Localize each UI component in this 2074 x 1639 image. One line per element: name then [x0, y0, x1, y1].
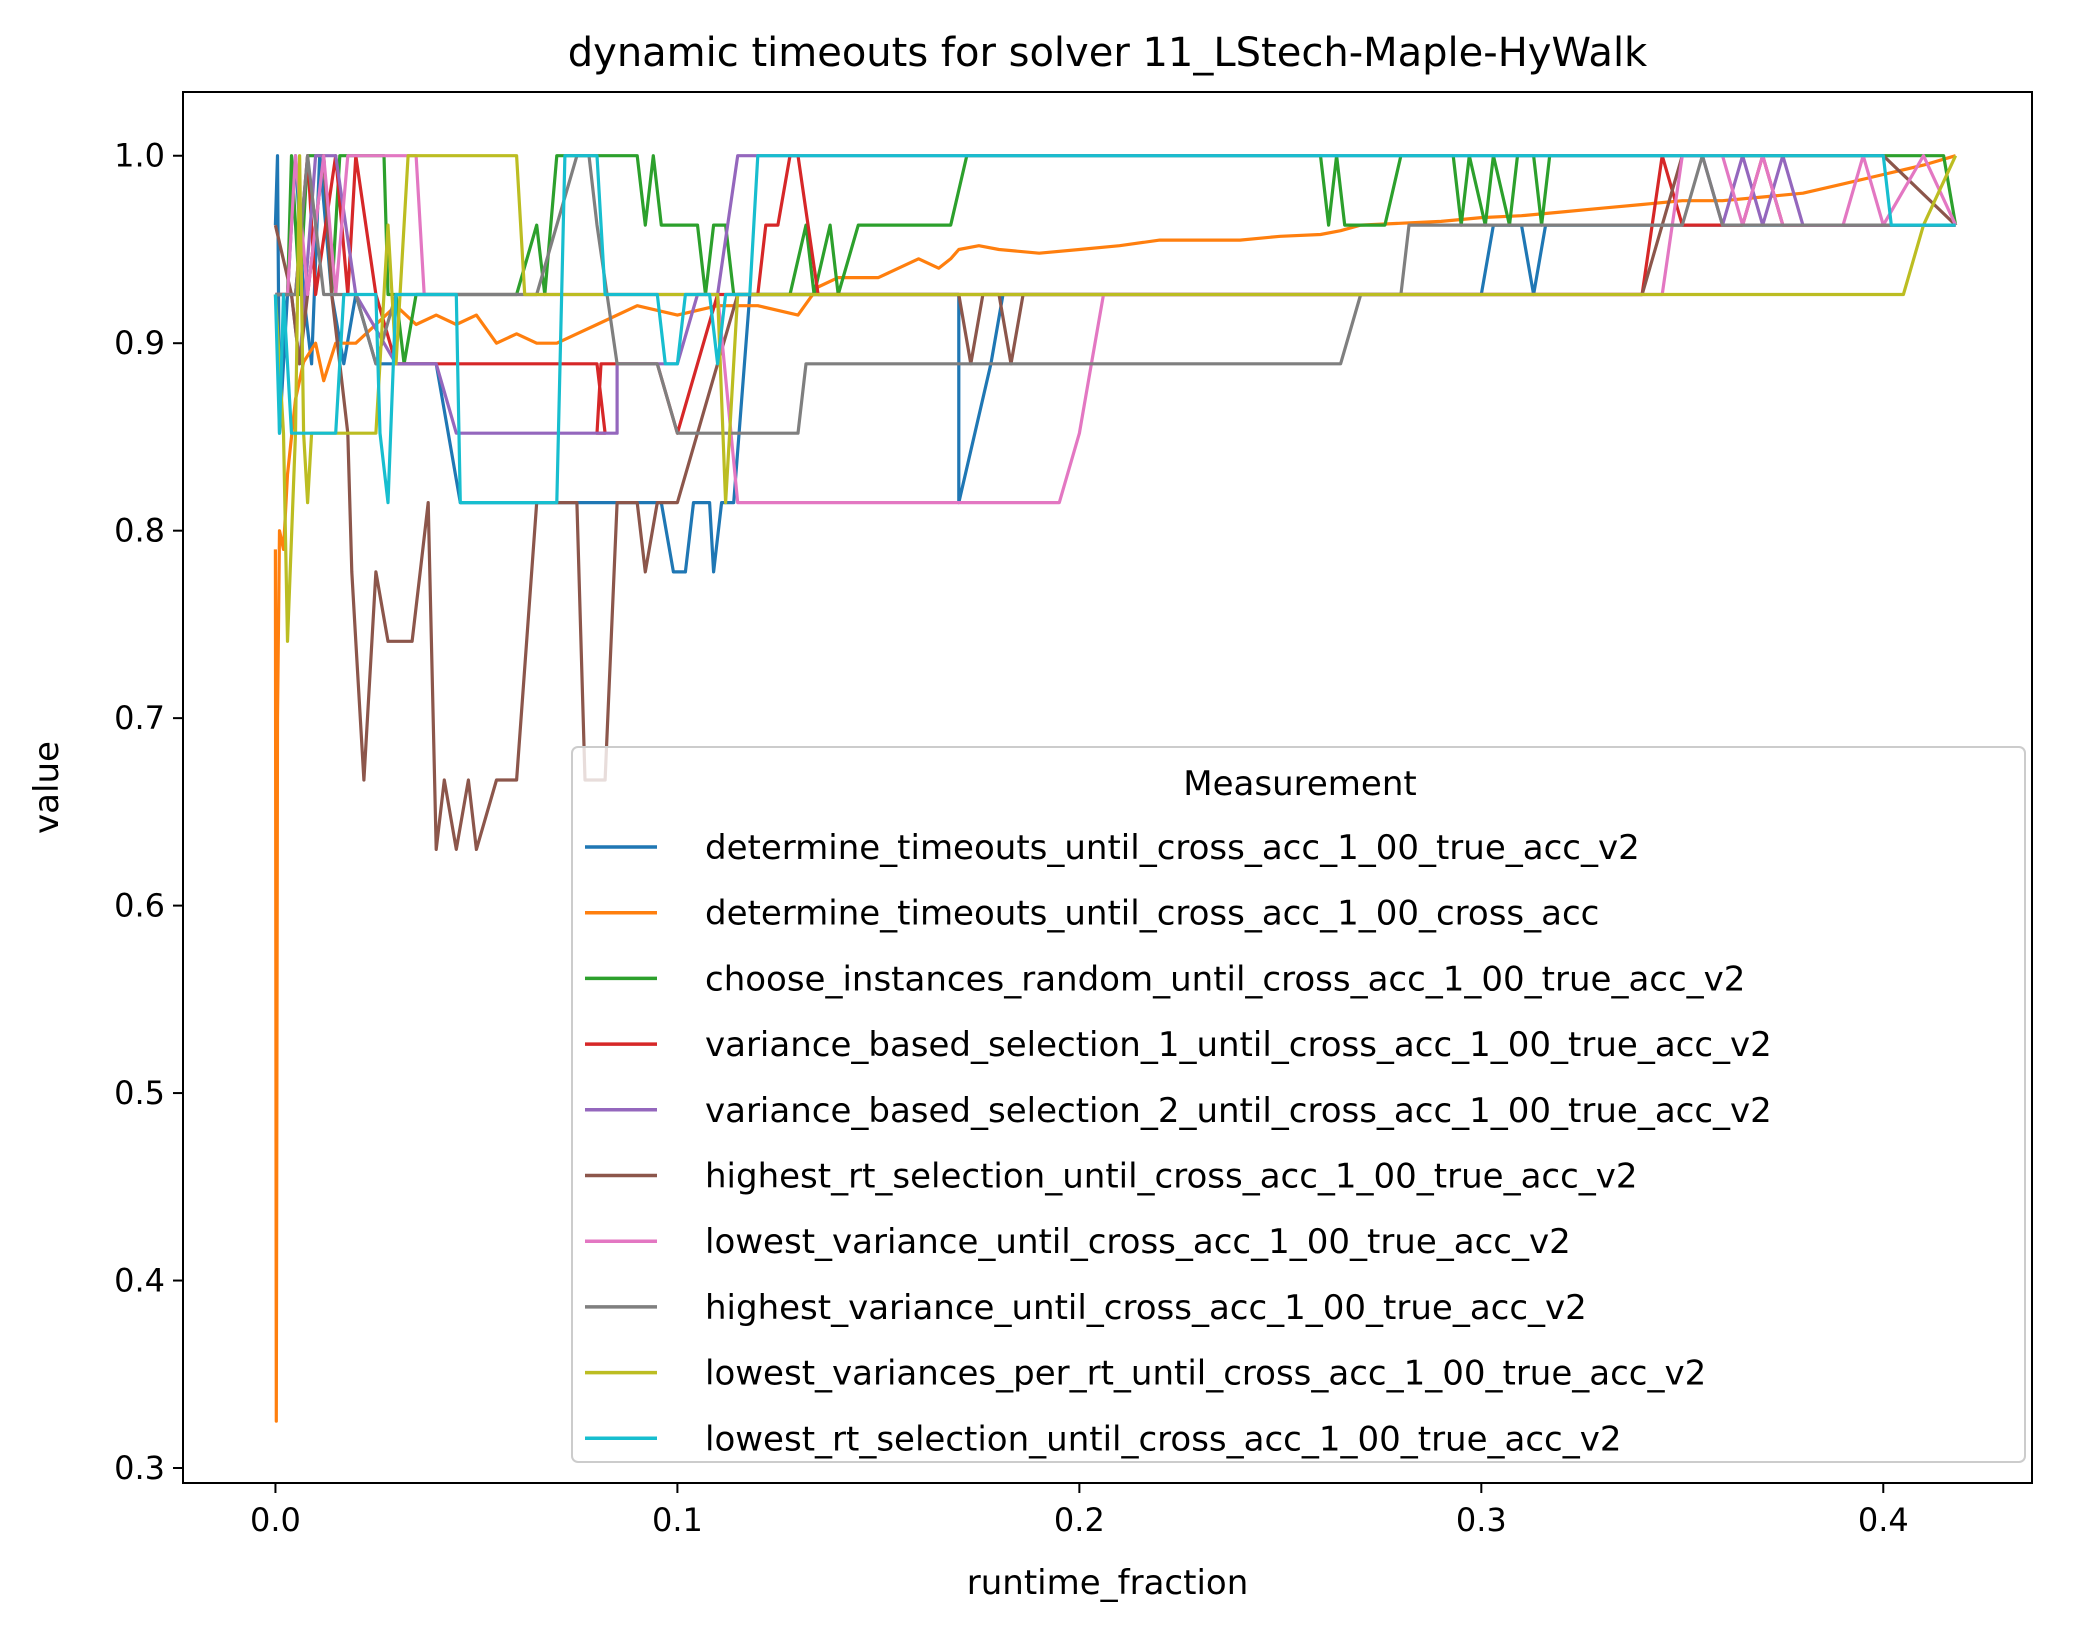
legend-label: variance_based_selection_1_until_cross_a… [705, 1025, 1772, 1065]
legend-label: highest_variance_until_cross_acc_1_00_tr… [705, 1288, 1587, 1328]
legend-label: highest_rt_selection_until_cross_acc_1_0… [705, 1157, 1638, 1197]
series-line-7 [275, 154, 1958, 505]
x-axis: 0.0 0.1 0.2 0.3 0.4 [250, 1483, 1909, 1539]
legend-label: lowest_variances_per_rt_until_cross_acc_… [705, 1354, 1706, 1394]
y-tick-label: 0.3 [114, 1449, 165, 1487]
chart-title: dynamic timeouts for solver 11_LStech-Ma… [568, 30, 1648, 76]
x-tick-label: 0.3 [1456, 1501, 1507, 1539]
x-tick-label: 0.1 [652, 1501, 703, 1539]
legend-box [571, 746, 2026, 1463]
legend: Measurement determine_timeouts_until_cro… [571, 746, 2026, 1463]
legend-label: choose_instances_random_until_cross_acc_… [705, 959, 1745, 999]
y-tick-label: 0.5 [114, 1074, 165, 1112]
legend-label: variance_based_selection_2_until_cross_a… [705, 1091, 1772, 1131]
legend-title: Measurement [1183, 764, 1416, 804]
x-tick-label: 0.0 [250, 1501, 301, 1539]
x-tick-label: 0.2 [1054, 1501, 1105, 1539]
series-line-3 [275, 154, 1958, 366]
legend-label: determine_timeouts_until_cross_acc_1_00_… [705, 894, 1599, 934]
legend-label: lowest_rt_selection_until_cross_acc_1_00… [705, 1419, 1622, 1459]
y-tick-label: 0.4 [114, 1262, 165, 1300]
series-line-10 [273, 154, 1956, 505]
series-line-9 [273, 154, 1958, 643]
y-tick-label: 0.8 [114, 512, 165, 550]
plot-area-frame [182, 91, 2033, 1484]
series-line-5 [275, 154, 1956, 435]
legend-entries: determine_timeouts_until_cross_acc_1_00_… [585, 828, 1772, 1459]
y-tick-label: 0.6 [114, 887, 165, 925]
y-tick-label: 0.7 [114, 699, 165, 737]
legend-label: determine_timeouts_until_cross_acc_1_00_… [705, 828, 1640, 868]
y-tick-label: 1.0 [114, 137, 165, 175]
y-axis: 0.3 0.4 0.5 0.6 0.7 0.8 0.9 1.0 [114, 137, 183, 1487]
y-tick-label: 0.9 [114, 324, 165, 362]
legend-label: lowest_variance_until_cross_acc_1_00_tru… [705, 1222, 1571, 1262]
y-axis-label: value [27, 741, 67, 834]
x-tick-label: 0.4 [1858, 1501, 1909, 1539]
series-layer [273, 154, 1958, 1423]
x-axis-label: runtime_fraction [967, 1563, 1249, 1603]
